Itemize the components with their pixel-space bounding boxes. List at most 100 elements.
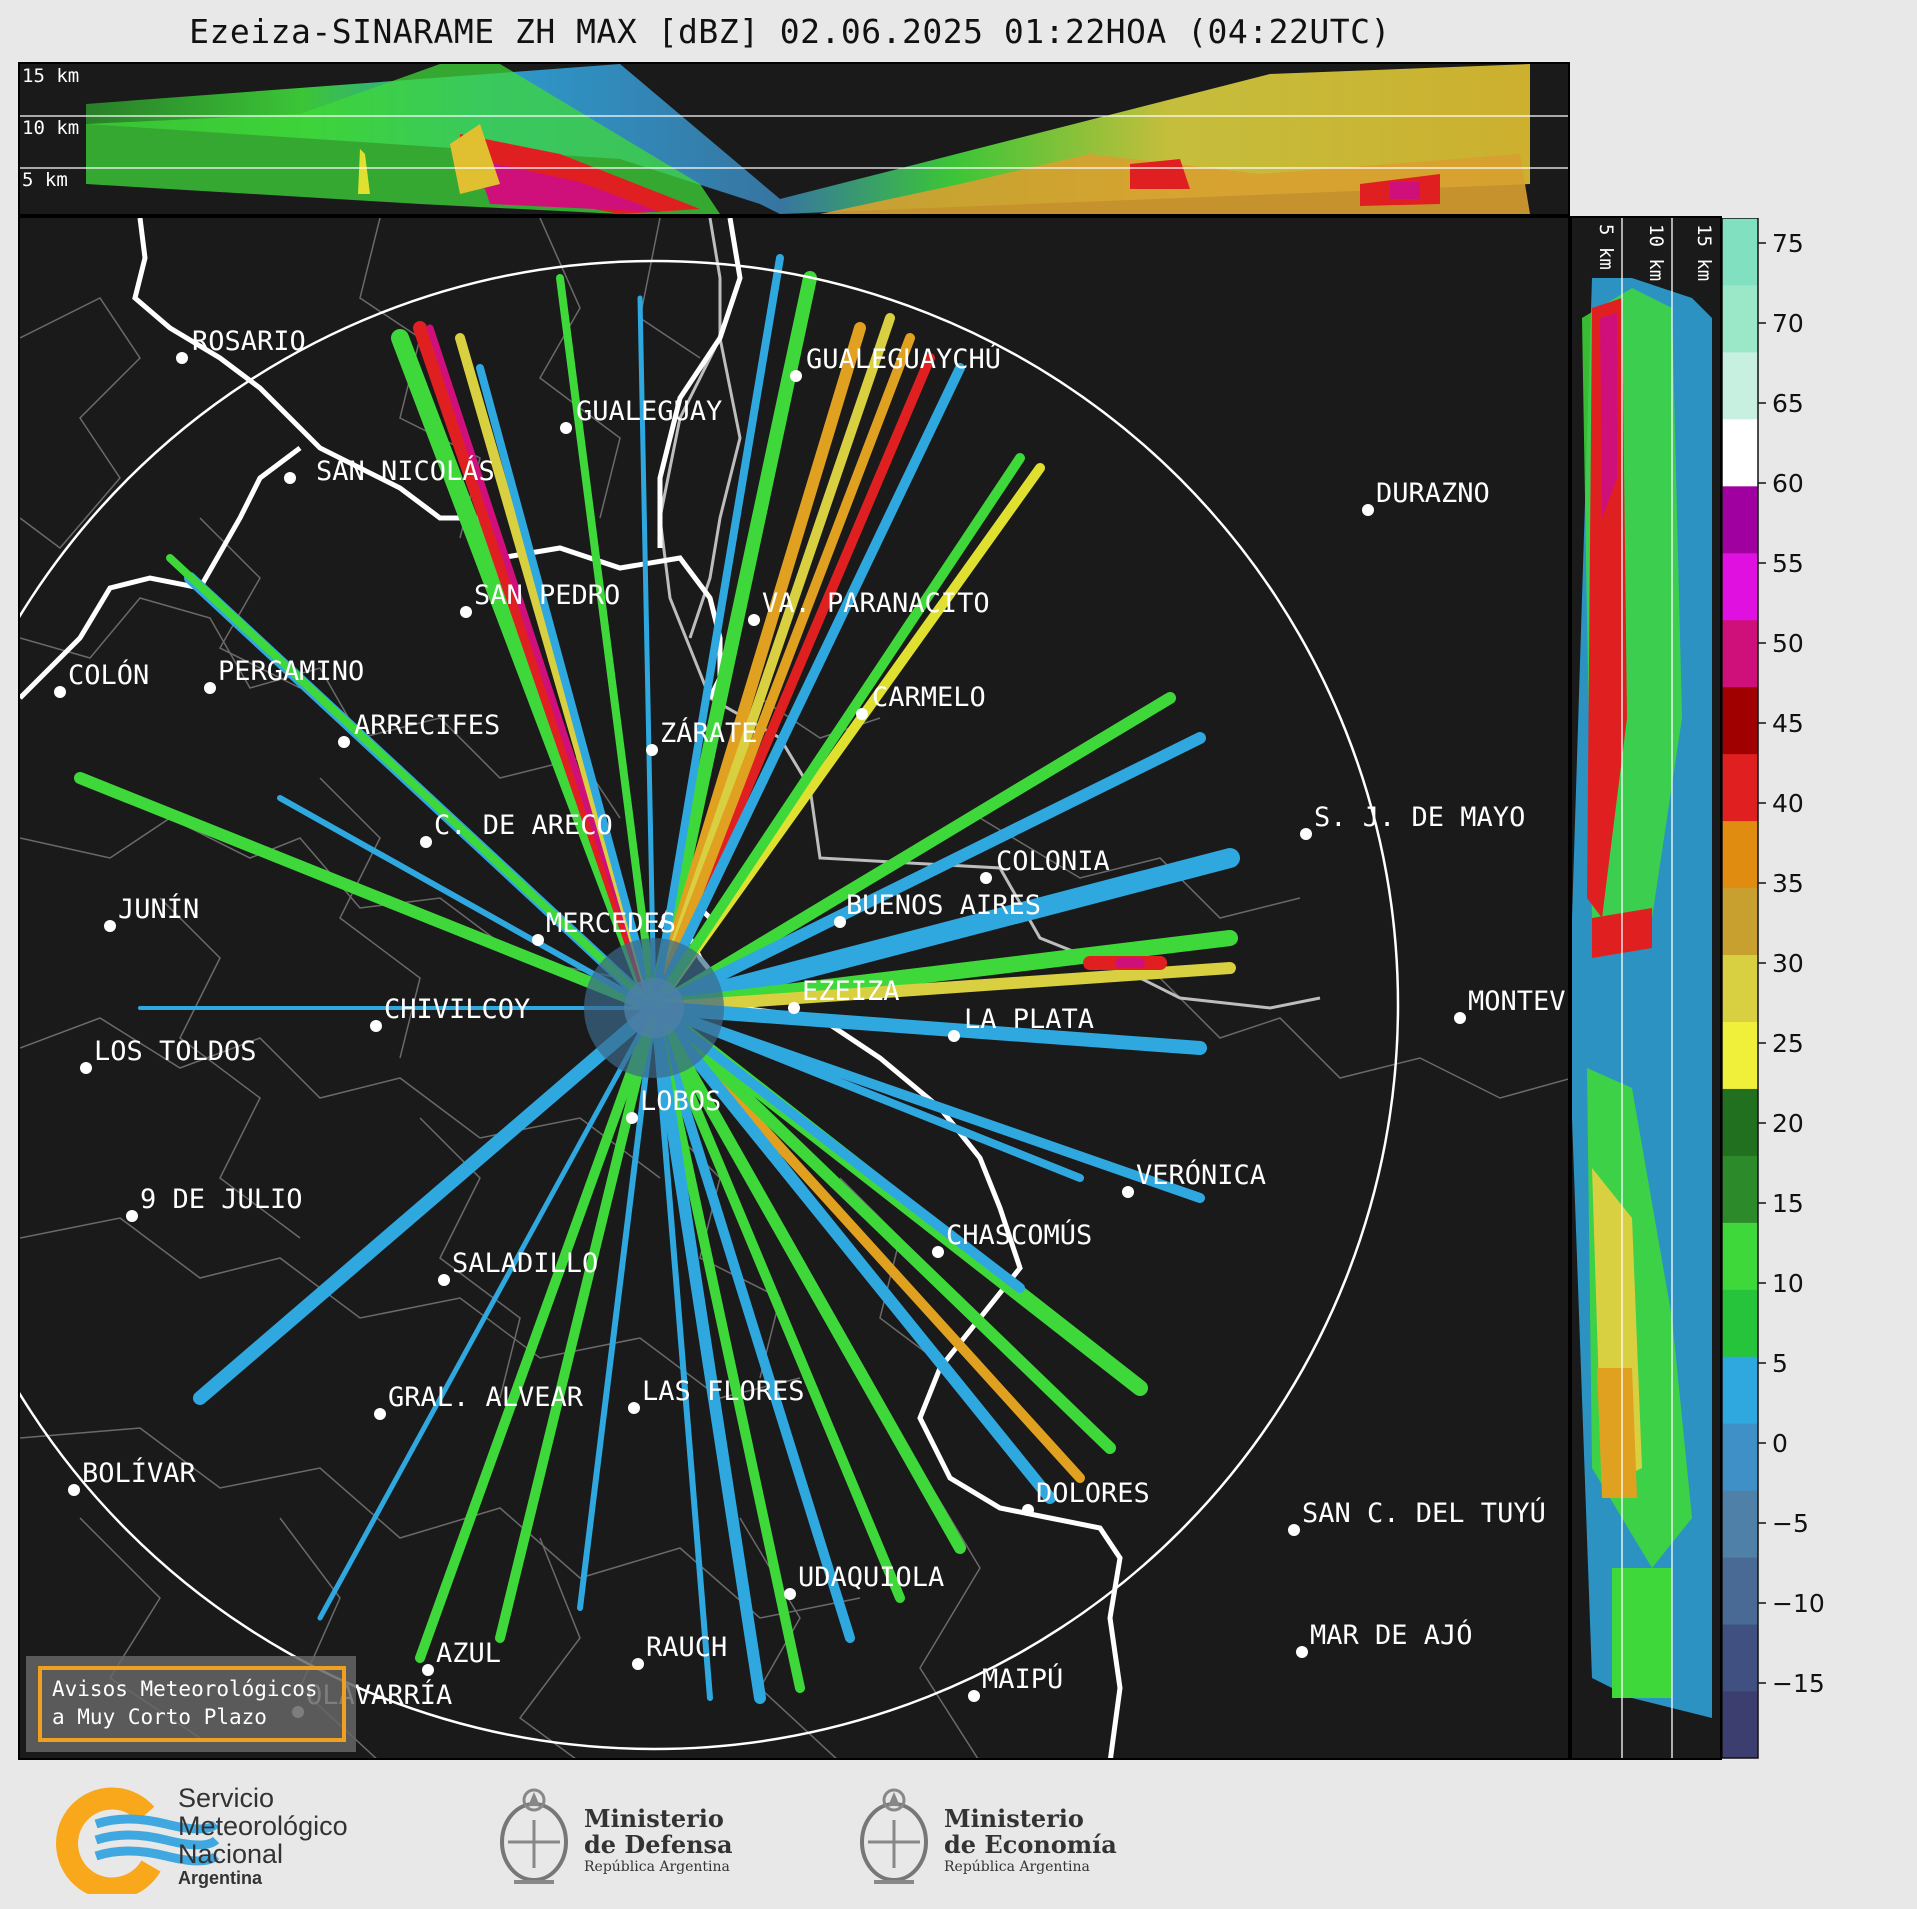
colorbar-tick-label: 25: [1772, 1029, 1804, 1058]
city-label: GUALEGUAYCHÚ: [806, 343, 1001, 375]
city-label: AZUL: [436, 1638, 501, 1669]
economia-line2: de Economía: [944, 1830, 1117, 1859]
side-label-5km: 5 km: [1595, 224, 1617, 270]
colorbar-swatch: [1722, 887, 1758, 956]
economia-line3: República Argentina: [944, 1859, 1090, 1875]
side-label-15km: 15 km: [1693, 224, 1715, 281]
city-label: VA. PARANACITO: [762, 588, 990, 619]
city-label: GRAL. ALVEAR: [388, 1382, 584, 1413]
colorbar-tick-label: 70: [1772, 309, 1804, 338]
city-label: SALADILLO: [452, 1248, 598, 1279]
defensa-line3: República Argentina: [584, 1859, 730, 1875]
warning-box[interactable]: Avisos Meteorológicos a Muy Corto Plazo: [26, 1656, 356, 1752]
colorbar-tick-label: −5: [1772, 1509, 1809, 1538]
colorbar-swatch: [1722, 686, 1758, 755]
city-label: VERÓNICA: [1136, 1159, 1266, 1191]
colorbar-swatch: [1722, 1691, 1758, 1759]
top-cross-section-plot: 15 km 10 km 5 km: [20, 64, 1568, 214]
city-label: ROSARIO: [192, 326, 306, 357]
colorbar-swatch: [1722, 1423, 1758, 1491]
colorbar-swatches: [1722, 218, 1758, 1759]
colorbar-swatch: [1722, 954, 1758, 1022]
colorbar-tick-label: 65: [1772, 389, 1804, 418]
colorbar-tick-label: −15: [1772, 1669, 1825, 1698]
top-label-15km: 15 km: [22, 65, 79, 87]
top-cross-section: 15 km 10 km 5 km: [18, 62, 1570, 216]
smn-name-line2: Meteorológico: [178, 1811, 348, 1841]
page-title: Ezeiza-SINARAME ZH MAX [dBZ] 02.06.2025 …: [189, 12, 1391, 51]
city-labels: ROSARIO GUALEGUAYCHÚ GUALEGUAY SAN NICOL…: [68, 326, 1570, 1711]
city-label: PERGAMINO: [218, 656, 364, 687]
colorbar-swatch: [1722, 1088, 1758, 1156]
coat-of-arms-icon: [860, 1788, 928, 1884]
colorbar-swatch: [1722, 351, 1758, 420]
warning-box-line1: Avisos Meteorológicos: [52, 1677, 318, 1701]
colorbar-swatch: [1722, 820, 1758, 889]
city-label: SAN PEDRO: [474, 580, 620, 611]
city-label: SAN NICOLÁS: [316, 455, 495, 487]
colorbar-tick-label: 45: [1772, 709, 1804, 738]
side-label-10km: 10 km: [1645, 224, 1667, 281]
smn-name-line4: Argentina: [178, 1868, 263, 1888]
colorbar-swatch: [1722, 619, 1758, 688]
colorbar-tick-label: 50: [1772, 629, 1804, 658]
side-cross-section: 5 km 10 km 15 km: [1570, 216, 1722, 1760]
colorbar-tick-label: 15: [1772, 1189, 1804, 1218]
city-label: MONTEVIDEO: [1468, 986, 1570, 1017]
city-label: LAS FLORES: [642, 1376, 805, 1407]
economia-logo: Ministerio de Economía República Argenti…: [854, 1772, 1154, 1902]
warning-box-line2: a Muy Corto Plazo: [52, 1705, 267, 1729]
city-label: CARMELO: [872, 682, 986, 713]
colorbar-swatch: [1722, 1490, 1758, 1558]
city-label: GUALEGUAY: [576, 396, 722, 427]
colorbar-swatch: [1722, 418, 1758, 487]
smn-logo: Servicio Meteorológico Nacional Argentin…: [56, 1783, 396, 1900]
colorbar-tick-label: 30: [1772, 949, 1804, 978]
radar-map-plot: ROSARIO GUALEGUAYCHÚ GUALEGUAY SAN NICOL…: [20, 218, 1570, 1758]
city-label: 9 DE JULIO: [140, 1184, 303, 1215]
city-label: ARRECIFES: [354, 710, 500, 741]
side-cross-section-plot: 5 km 10 km 15 km: [1572, 218, 1715, 1758]
colorbar-swatch: [1722, 1289, 1758, 1357]
city-label: CHIVILCOY: [384, 994, 530, 1025]
city-label: S. J. DE MAYO: [1314, 802, 1525, 833]
city-label: SAN C. DEL TUYÚ: [1302, 1497, 1546, 1529]
city-label: BUENOS AIRES: [846, 890, 1041, 921]
colorbar-tick-label: −10: [1772, 1589, 1825, 1618]
radar-map: ROSARIO GUALEGUAYCHÚ GUALEGUAY SAN NICOL…: [18, 216, 1570, 1760]
colorbar-swatch: [1722, 1624, 1758, 1692]
top-label-10km: 10 km: [22, 117, 79, 139]
colorbar-tick-label: 55: [1772, 549, 1804, 578]
city-markers: [54, 352, 1466, 1718]
city-label: DOLORES: [1036, 1478, 1150, 1509]
smn-name-line1: Servicio: [178, 1783, 275, 1813]
coat-of-arms-icon: [500, 1788, 568, 1884]
colorbar-swatch: [1722, 1021, 1758, 1089]
city-label: CHASCOMÚS: [946, 1219, 1092, 1251]
city-label: LA PLATA: [964, 1004, 1094, 1035]
city-label: RAUCH: [646, 1632, 727, 1663]
colorbar-tick-label: 35: [1772, 869, 1804, 898]
city-label: BOLÍVAR: [82, 1457, 197, 1489]
colorbar-swatch: [1722, 1155, 1758, 1223]
colorbar-tick-label: 40: [1772, 789, 1804, 818]
range-ring: [20, 259, 1400, 1751]
colorbar-swatch: [1722, 1557, 1758, 1625]
smn-circle-icon: [56, 1787, 161, 1900]
colorbar-tick-label: 5: [1772, 1349, 1788, 1378]
city-label: MAIPÚ: [982, 1663, 1063, 1695]
colorbar-swatch: [1722, 284, 1758, 353]
city-label: LOBOS: [640, 1086, 721, 1117]
top-label-5km: 5 km: [22, 169, 68, 191]
city-label: C. DE ARECO: [434, 810, 613, 841]
colorbar-tick-label: 60: [1772, 469, 1804, 498]
city-label: ZÁRATE: [660, 717, 758, 749]
colorbar-swatch: [1722, 485, 1758, 554]
colorbar-swatch: [1722, 753, 1758, 822]
colorbar-tick-label: 75: [1772, 229, 1804, 258]
city-label: COLONIA: [996, 846, 1110, 877]
colorbar-tick-label: 0: [1772, 1429, 1788, 1458]
city-label: LOS TOLDOS: [94, 1036, 257, 1067]
